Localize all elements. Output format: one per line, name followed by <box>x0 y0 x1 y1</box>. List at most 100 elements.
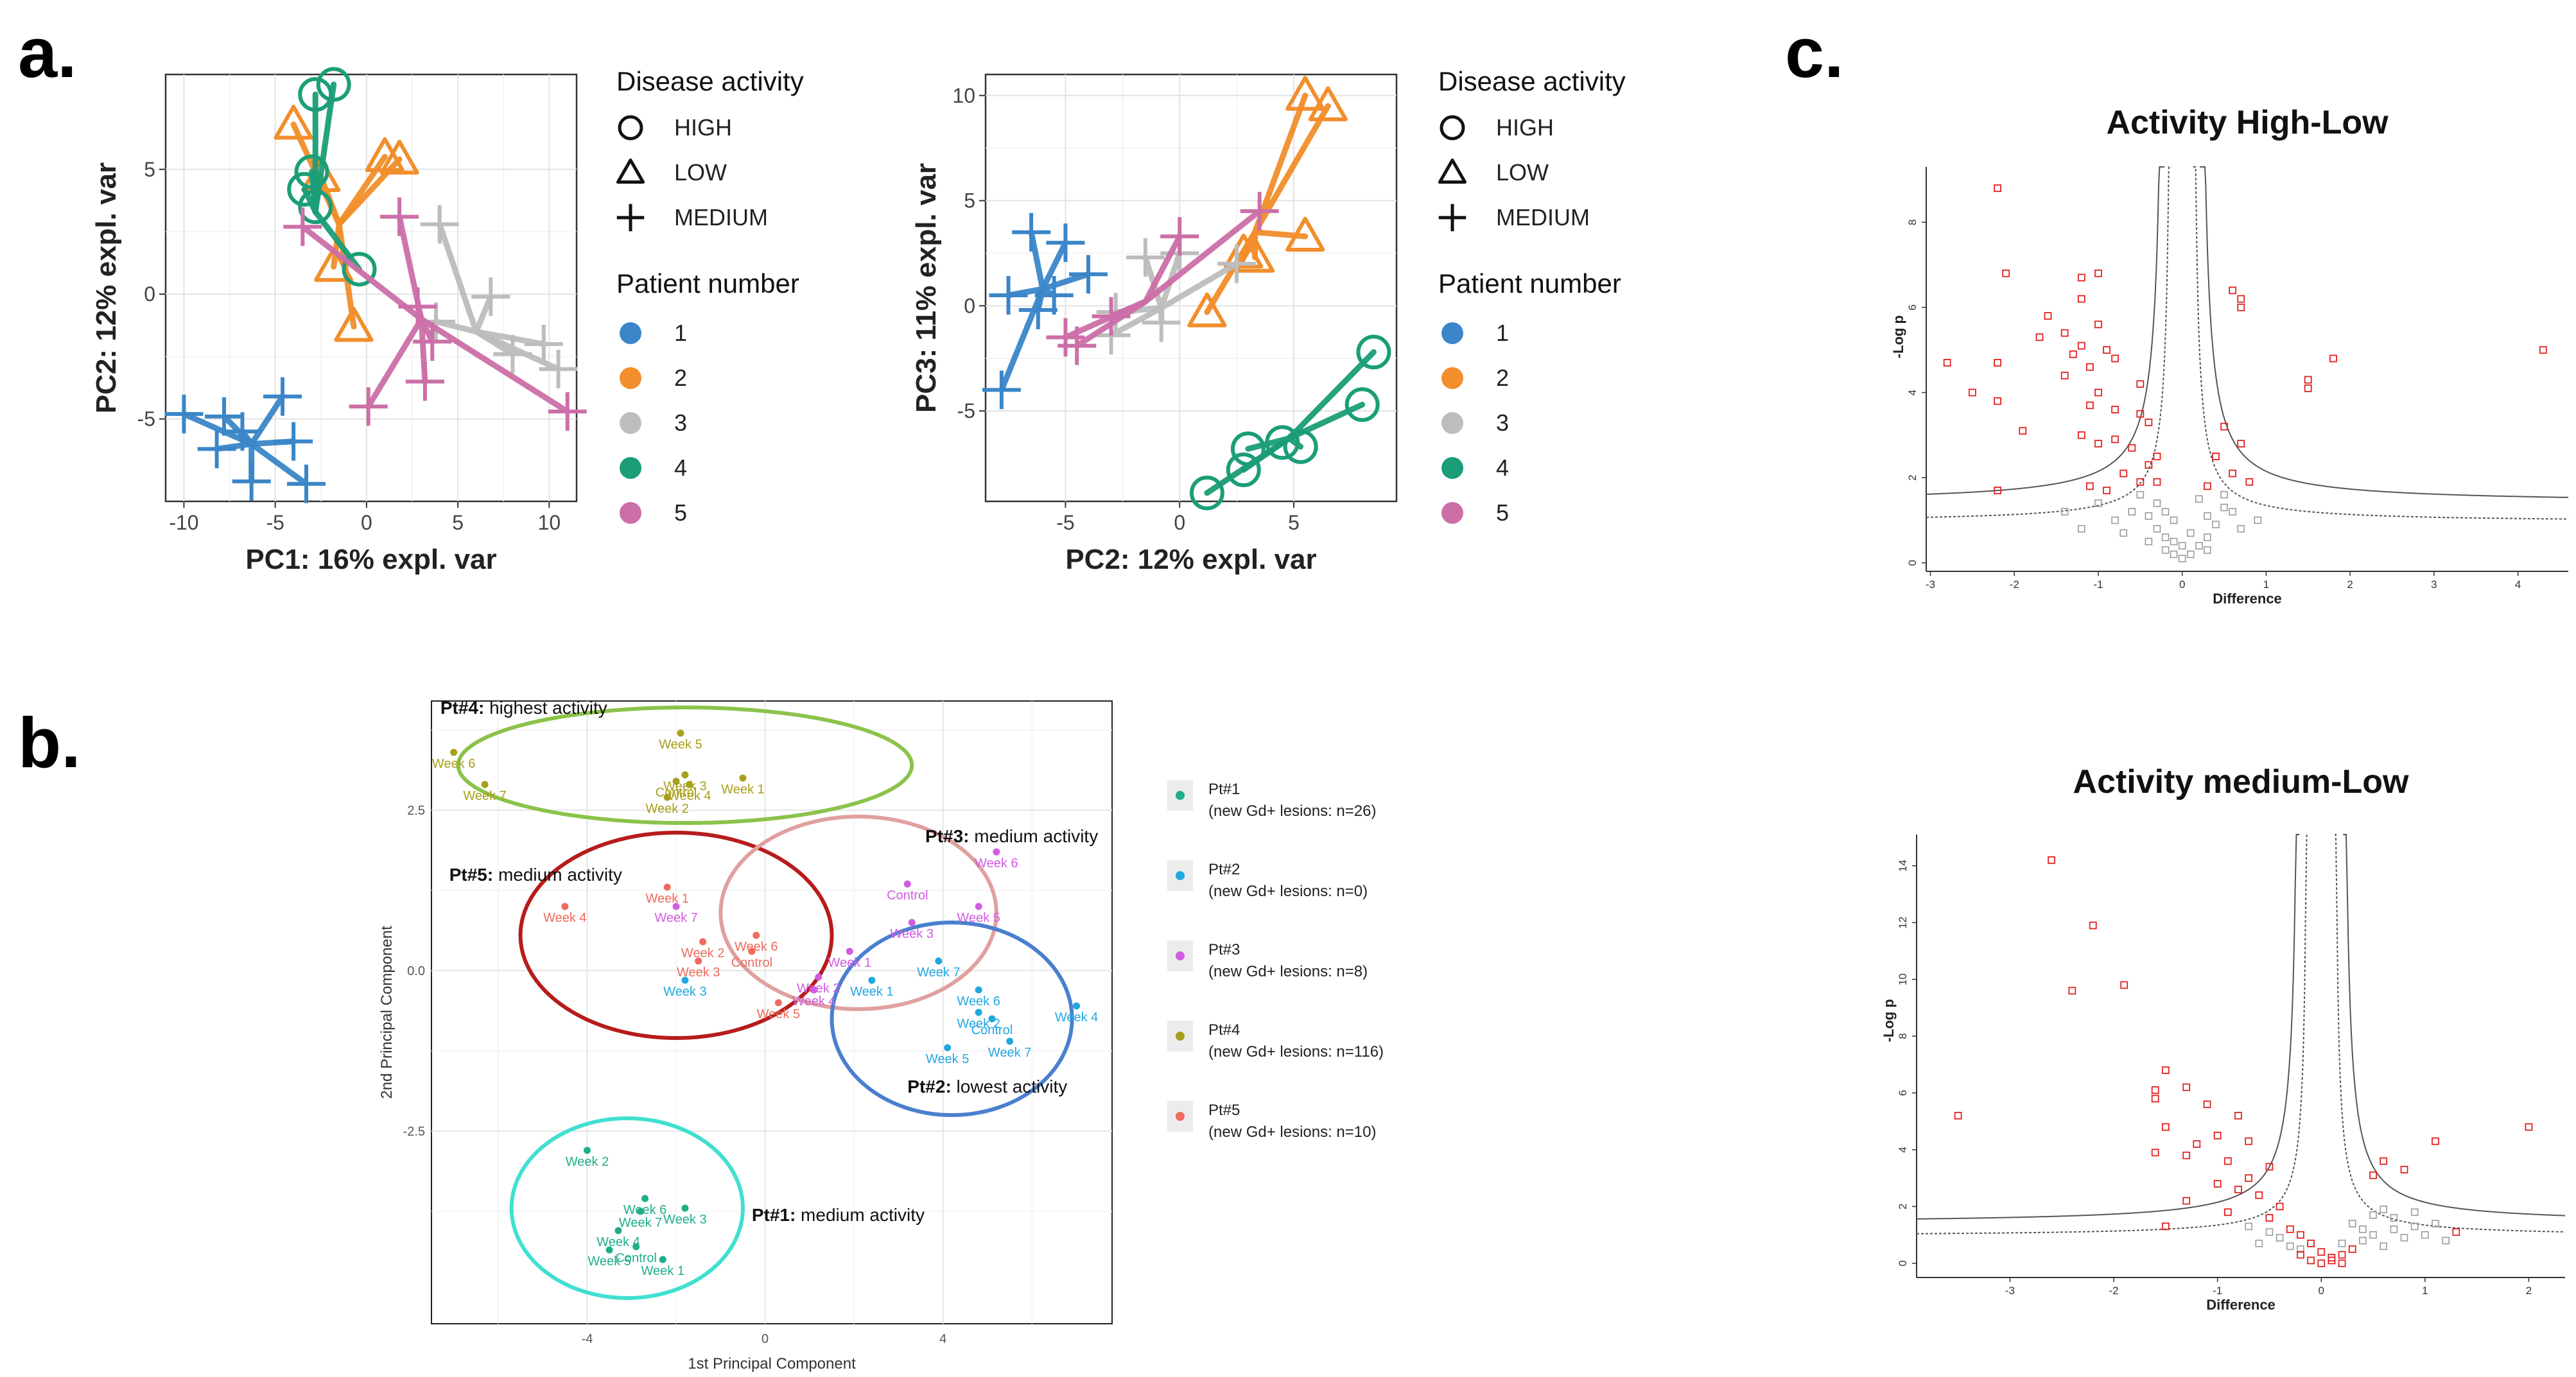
significant-point <box>1994 487 2002 494</box>
x-tick-label: -1 <box>2093 578 2103 591</box>
point-label: Week 5 <box>957 911 1000 925</box>
point-label: Week 7 <box>917 966 960 980</box>
legend-color-title: Patient number <box>616 268 799 299</box>
data-point <box>1046 223 1085 263</box>
nonsignificant-point <box>2153 524 2161 533</box>
significant-point <box>2234 1111 2242 1120</box>
significant-point <box>2204 482 2211 490</box>
legend-shape-label: MEDIUM <box>1496 204 1590 230</box>
significant-point <box>2304 384 2312 392</box>
x-tick-label: -3 <box>1926 578 1935 591</box>
data-point <box>815 973 822 981</box>
nonsignificant-point <box>2161 546 2170 554</box>
data-point <box>287 171 322 207</box>
point-label: Week 4 <box>792 994 835 1009</box>
data-point <box>699 938 707 946</box>
volcano-plot-high-low: Activity High-Low -3 -2 -1 0 1 2 3 4 0 2 4 6 8 Differe… <box>1890 104 2569 607</box>
x-tick-label: 1 <box>2422 1285 2428 1297</box>
nonsignificant-point <box>2369 1231 2377 1239</box>
data-point <box>1092 297 1131 336</box>
legend-description: (new Gd+ lesions: n=10) <box>1208 1123 1376 1141</box>
panel-letter-c: c. <box>1785 13 1844 92</box>
spoke-line <box>180 411 255 447</box>
point-label: Week 3 <box>891 927 934 941</box>
nonsignificant-point <box>2421 1231 2429 1239</box>
significant-point <box>2086 363 2094 371</box>
pca-plot-pc2-pc3: -5 0 5 -5 0 5 10 PC2: 12% expl. var PC3: 11% exp… <box>910 66 1626 575</box>
x-tick-label: -2 <box>2010 578 2019 591</box>
legend-color-label: 3 <box>1496 410 1509 436</box>
data-point <box>1283 429 1318 464</box>
point-label: Week 7 <box>619 1216 662 1230</box>
nonsignificant-point <box>2338 1240 2346 1247</box>
significant-point <box>2048 856 2055 864</box>
data-point <box>614 1227 622 1234</box>
annotation-activity: lowest activity <box>952 1077 1068 1096</box>
x-tick-label: 0 <box>361 511 372 534</box>
data-point <box>982 370 1021 410</box>
significant-point <box>2452 1228 2460 1236</box>
data-point <box>380 197 419 236</box>
x-tick-label: -1 <box>2213 1285 2222 1297</box>
data-point <box>1308 86 1348 121</box>
point-label: Week 7 <box>654 911 697 925</box>
threshold-curve-solid <box>1926 166 2165 495</box>
nonsignificant-point <box>2060 508 2069 515</box>
significant-point <box>2182 1083 2191 1091</box>
x-tick-label: 0 <box>761 1332 769 1346</box>
data-point <box>1226 452 1261 487</box>
point-label: Week 2 <box>645 802 688 816</box>
data-point <box>637 1208 645 1215</box>
legend-key-dot <box>1176 1032 1185 1041</box>
data-point <box>810 986 818 994</box>
threshold-curve-dotted <box>2335 834 2565 1233</box>
significant-point <box>2224 1208 2232 1217</box>
data-point <box>471 277 510 316</box>
data-point <box>975 1009 982 1016</box>
legend-shape-low <box>616 158 645 184</box>
significant-point <box>2237 295 2245 303</box>
legend-color-label: 5 <box>1496 499 1509 526</box>
significant-point <box>1994 184 2002 193</box>
legend-description: (new Gd+ lesions: n=8) <box>1208 963 1368 980</box>
series-patient-1 <box>164 377 326 503</box>
nonsignificant-point <box>2145 537 2153 546</box>
data-point <box>988 1015 996 1023</box>
significant-point <box>2212 453 2220 460</box>
nonsignificant-point <box>2410 1208 2419 1217</box>
annotation-activity: medium activity <box>969 826 1098 846</box>
legend-color-swatch <box>620 412 641 434</box>
data-point <box>975 903 982 910</box>
significant-point <box>2525 1123 2533 1131</box>
significant-point <box>2077 431 2085 439</box>
legend-color-swatch <box>1441 367 1463 389</box>
nonsignificant-point <box>2254 516 2262 524</box>
legend-description: (new Gd+ lesions: n=0) <box>1208 883 1368 900</box>
y-tick-label: 6 <box>1906 304 1919 310</box>
point-label: Week 5 <box>587 1254 631 1269</box>
series-patient-4 <box>287 67 377 287</box>
point-label: Week 1 <box>721 783 764 797</box>
significant-point <box>2307 1240 2315 1247</box>
x-tick-label: 3 <box>2431 578 2437 591</box>
data-point <box>197 429 236 469</box>
annotation-activity: highest activity <box>484 698 607 718</box>
significant-point <box>2338 1259 2346 1267</box>
significant-point <box>2245 1174 2253 1182</box>
legend-color-swatch <box>1441 457 1463 479</box>
significant-point <box>2019 427 2027 435</box>
data-point <box>774 999 782 1007</box>
significant-point <box>2035 333 2044 342</box>
data-point <box>314 247 354 282</box>
y-tick-label: 14 <box>1897 860 1909 872</box>
point-label: Control <box>615 1251 656 1265</box>
legend-key-dot <box>1176 791 1185 800</box>
point-label: Control <box>887 888 928 903</box>
threshold-curve-solid <box>2343 834 2565 1217</box>
series-patient-3 <box>416 205 578 388</box>
cluster-ellipse <box>509 1116 745 1300</box>
data-point <box>641 1195 649 1202</box>
data-point <box>583 1147 591 1154</box>
y-tick-label: 0 <box>964 294 975 317</box>
